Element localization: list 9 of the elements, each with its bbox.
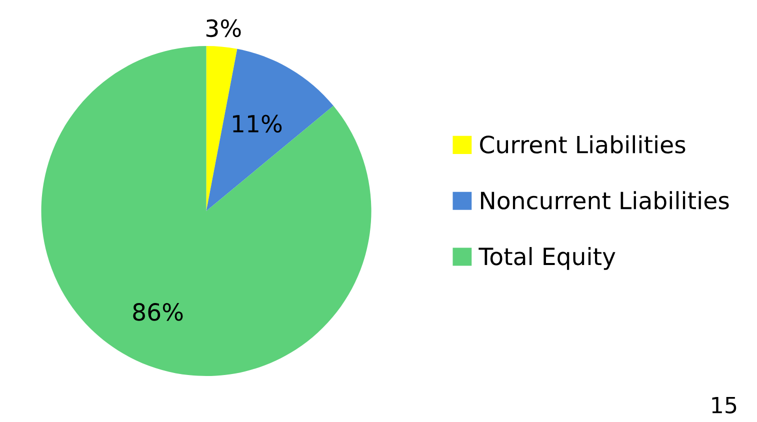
legend-label: Total Equity: [478, 247, 616, 270]
data-label: 86%: [133, 303, 183, 321]
legend-label: Current Liabilities: [480, 135, 686, 154]
pie-slice: [206, 48, 334, 211]
data-label: 11%: [233, 114, 282, 133]
legend-label: Noncurrent Liabilities: [481, 191, 729, 210]
text: 15: [712, 396, 736, 414]
pie-slice: [41, 46, 372, 376]
data-label: 3%: [206, 19, 241, 38]
